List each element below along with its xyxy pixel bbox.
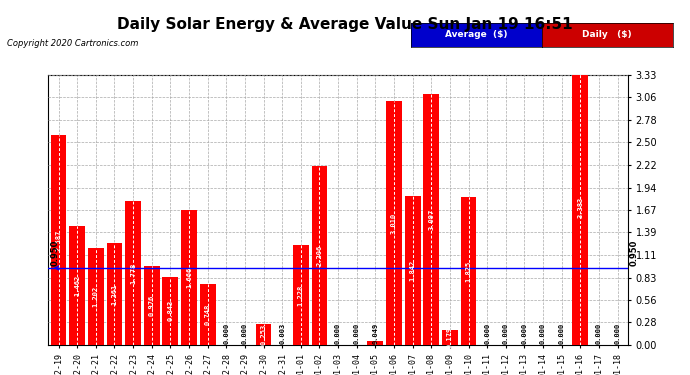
Text: 0.000: 0.000 bbox=[596, 323, 602, 344]
Text: 0.049: 0.049 bbox=[373, 323, 378, 344]
Bar bbox=[368, 341, 383, 345]
Text: 0.976: 0.976 bbox=[149, 295, 155, 316]
Text: 0.000: 0.000 bbox=[540, 323, 546, 344]
Text: 0.000: 0.000 bbox=[242, 323, 248, 344]
Text: 0.000: 0.000 bbox=[559, 323, 564, 344]
Bar bbox=[386, 101, 402, 345]
Text: 0.000: 0.000 bbox=[615, 323, 620, 344]
Text: 1.228: 1.228 bbox=[298, 285, 304, 306]
Bar bbox=[181, 210, 197, 345]
Text: 0.179: 0.179 bbox=[447, 327, 453, 348]
Text: 1.825: 1.825 bbox=[466, 260, 471, 282]
Bar bbox=[312, 166, 327, 345]
Text: 0.000: 0.000 bbox=[503, 323, 509, 344]
Bar bbox=[125, 201, 141, 345]
Text: 1.261: 1.261 bbox=[112, 283, 117, 304]
Text: 0.253: 0.253 bbox=[261, 324, 266, 345]
Text: 0.950: 0.950 bbox=[51, 240, 60, 266]
Text: 1.778: 1.778 bbox=[130, 262, 136, 284]
Text: 0.000: 0.000 bbox=[522, 323, 527, 344]
Text: 3.383: 3.383 bbox=[578, 197, 583, 219]
Bar bbox=[255, 324, 271, 345]
Text: 0.000: 0.000 bbox=[484, 323, 490, 344]
Text: 1.462: 1.462 bbox=[75, 275, 80, 296]
Bar bbox=[199, 284, 215, 345]
Text: Copyright 2020 Cartronics.com: Copyright 2020 Cartronics.com bbox=[7, 39, 138, 48]
Bar bbox=[442, 330, 458, 345]
Text: 2.206: 2.206 bbox=[317, 245, 322, 266]
Text: 0.000: 0.000 bbox=[354, 323, 359, 344]
Text: 0.003: 0.003 bbox=[279, 323, 285, 344]
Bar bbox=[293, 245, 308, 345]
Text: 0.000: 0.000 bbox=[224, 323, 229, 344]
Text: 3.010: 3.010 bbox=[391, 212, 397, 234]
Text: 3.097: 3.097 bbox=[428, 209, 434, 230]
Text: 0.748: 0.748 bbox=[205, 304, 210, 325]
Bar bbox=[88, 248, 103, 345]
Text: 1.666: 1.666 bbox=[186, 267, 192, 288]
Bar bbox=[50, 135, 66, 345]
Bar bbox=[424, 94, 440, 345]
Bar bbox=[573, 71, 589, 345]
Text: 2.587: 2.587 bbox=[56, 230, 61, 251]
Bar bbox=[106, 243, 122, 345]
Text: 0.000: 0.000 bbox=[335, 323, 341, 344]
Bar bbox=[144, 266, 159, 345]
Text: Daily   ($): Daily ($) bbox=[582, 30, 632, 39]
Text: Average  ($): Average ($) bbox=[445, 30, 507, 39]
Bar bbox=[69, 226, 85, 345]
Text: Daily Solar Energy & Average Value Sun Jan 19 16:51: Daily Solar Energy & Average Value Sun J… bbox=[117, 17, 573, 32]
Text: 1.842: 1.842 bbox=[410, 260, 415, 281]
Bar bbox=[461, 197, 477, 345]
Text: 0.843: 0.843 bbox=[168, 300, 173, 321]
Bar bbox=[162, 277, 178, 345]
Text: 0.950: 0.950 bbox=[630, 240, 639, 266]
Bar bbox=[405, 196, 421, 345]
Text: 1.202: 1.202 bbox=[93, 286, 99, 307]
